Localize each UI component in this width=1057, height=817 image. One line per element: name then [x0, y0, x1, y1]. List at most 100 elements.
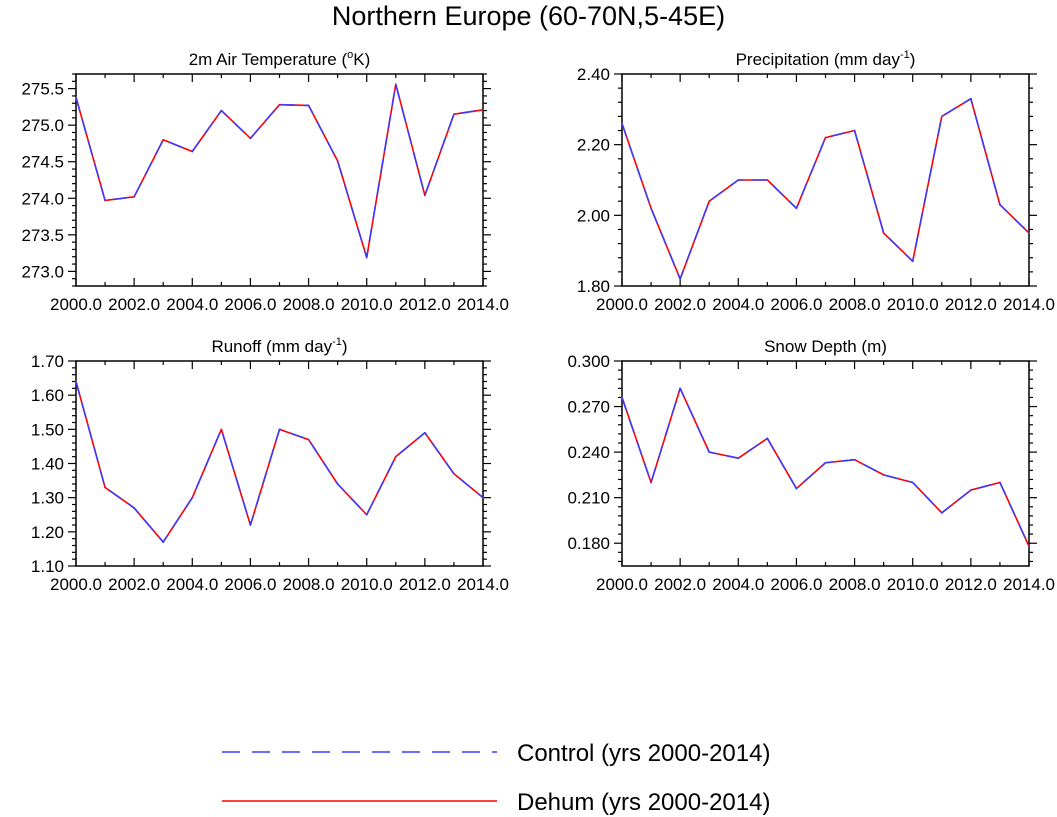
x-tick-label: 2004.0 — [712, 575, 764, 594]
x-tick-label: 2010.0 — [887, 575, 939, 594]
x-tick-label: 2010.0 — [341, 295, 393, 314]
panel-title: Precipitation (mm day-1) — [736, 49, 916, 69]
data-point-control — [708, 200, 711, 202]
y-tick-label: 1.20 — [31, 523, 64, 542]
data-point-control — [795, 207, 798, 210]
x-tick-label: 2004.0 — [712, 295, 764, 314]
x-tick-label: 2008.0 — [829, 295, 881, 314]
data-point-control — [882, 474, 885, 476]
data-point-control — [133, 196, 135, 198]
chart-panel-2: Precipitation (mm day-1) 2000.0 2002.0 2004… — [577, 49, 1055, 314]
x-tick-label: 2008.0 — [829, 575, 881, 594]
x-tick-label: 2006.0 — [224, 575, 276, 594]
data-point-control — [424, 194, 426, 197]
data-point-control — [365, 256, 368, 259]
x-tick-label: 2002.0 — [108, 295, 160, 314]
data-point-control — [940, 512, 943, 514]
data-point-control — [394, 83, 397, 86]
x-tick-label: 2014.0 — [457, 295, 509, 314]
y-tick-label: 0.240 — [567, 443, 610, 462]
data-point-control — [365, 513, 368, 516]
panel-title-superscript: o — [347, 49, 353, 61]
y-tick-label: 1.30 — [31, 489, 64, 508]
data-point-control — [191, 150, 194, 153]
y-tick-label: 1.80 — [577, 277, 610, 296]
x-tick-label: 2012.0 — [399, 575, 451, 594]
series-line-control — [75, 381, 484, 543]
y-tick-label: 2.00 — [577, 206, 610, 225]
panel-title-superscript: -1 — [900, 49, 910, 61]
series-line-dehum — [75, 381, 484, 543]
data-point-control — [104, 486, 106, 489]
data-point-control — [650, 207, 652, 210]
data-point-control — [911, 260, 914, 263]
x-tick-label: 2000.0 — [50, 575, 102, 594]
data-point-control — [336, 160, 339, 162]
x-tick-label: 2012.0 — [945, 575, 997, 594]
y-tick-label: 1.60 — [31, 386, 64, 405]
data-point-control — [104, 199, 106, 202]
panel-title-superscript: -1 — [332, 336, 342, 348]
data-point-control — [621, 396, 623, 399]
x-tick-label: 2006.0 — [770, 575, 822, 594]
data-point-control — [940, 115, 943, 118]
series-line-control — [621, 97, 1030, 280]
data-point-control — [278, 428, 281, 431]
data-point-control — [679, 278, 681, 280]
data-point-control — [336, 483, 339, 485]
x-tick-label: 2012.0 — [945, 295, 997, 314]
series-line-dehum — [75, 83, 484, 259]
series-line-control — [75, 83, 484, 259]
data-point-control — [882, 232, 885, 234]
x-tick-label: 2000.0 — [50, 295, 102, 314]
data-point-control — [307, 104, 310, 107]
panel-title: Snow Depth (m) — [764, 337, 887, 356]
legend-label: Control (yrs 2000-2014) — [517, 740, 770, 767]
data-point-control — [394, 455, 397, 458]
x-tick-label: 2008.0 — [283, 575, 335, 594]
x-tick-label: 2014.0 — [1003, 295, 1055, 314]
data-point-control — [220, 428, 223, 431]
x-tick-label: 2010.0 — [887, 295, 939, 314]
data-point-control — [970, 489, 972, 491]
x-tick-label: 2014.0 — [457, 575, 509, 594]
data-point-control — [737, 179, 740, 181]
panel-title-text: Runoff (mm day — [211, 337, 332, 356]
figure-title: Northern Europe (60-70N,5-45E) — [331, 1, 726, 31]
y-tick-label: 1.70 — [31, 352, 64, 371]
x-tick-label: 2000.0 — [596, 575, 648, 594]
data-point-control — [766, 437, 769, 440]
data-point-control — [249, 524, 252, 526]
y-tick-label: 2.40 — [577, 65, 610, 84]
x-tick-label: 2004.0 — [166, 295, 218, 314]
chart-panel-1: 2m Air Temperature (oK) 2000.0 2002.0 2004.… — [21, 49, 509, 314]
y-tick-label: 275.0 — [21, 116, 64, 135]
data-point-control — [853, 458, 856, 461]
panel-title-text: 2m Air Temperature ( — [189, 50, 348, 69]
data-point-control — [911, 481, 914, 484]
x-tick-label: 2002.0 — [108, 575, 160, 594]
data-point-control — [75, 96, 77, 99]
data-point-control — [133, 507, 135, 509]
data-point-control — [220, 109, 223, 112]
x-tick-label: 2002.0 — [654, 575, 706, 594]
y-tick-label: 2.20 — [577, 136, 610, 155]
y-tick-label: 0.210 — [567, 489, 610, 508]
data-point-control — [453, 472, 455, 475]
x-tick-label: 2010.0 — [341, 575, 393, 594]
series-line-dehum — [621, 97, 1030, 280]
legend-label: Dehum (yrs 2000-2014) — [517, 789, 770, 816]
data-point-control — [970, 97, 972, 100]
x-tick-label: 2014.0 — [1003, 575, 1055, 594]
data-point-control — [162, 138, 165, 141]
panel-title-suffix: K) — [353, 50, 370, 69]
data-point-control — [999, 203, 1001, 206]
y-tick-label: 1.50 — [31, 420, 64, 439]
data-point-control — [482, 109, 484, 111]
data-point-control — [249, 137, 252, 140]
panel-title-text: Precipitation (mm day — [736, 50, 901, 69]
panels: 2m Air Temperature (oK) 2000.0 2002.0 2004.… — [21, 49, 1055, 594]
x-tick-label: 2006.0 — [224, 295, 276, 314]
data-point-control — [1028, 545, 1030, 548]
y-tick-label: 0.270 — [567, 398, 610, 417]
